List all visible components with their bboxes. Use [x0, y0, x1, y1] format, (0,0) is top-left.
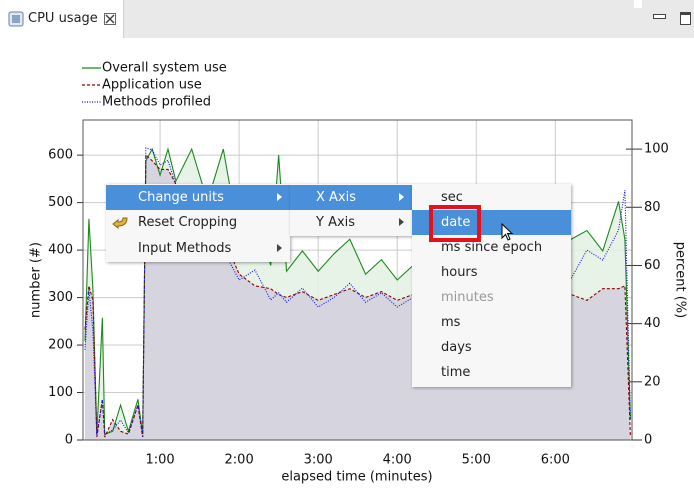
menu-label: time	[441, 365, 471, 380]
tab-title: CPU usage	[28, 11, 98, 26]
tab[interactable]: CPU usage	[0, 0, 124, 38]
menu-label: X Axis	[316, 190, 357, 205]
menu-item[interactable]: X Axis	[290, 185, 412, 210]
menu-item[interactable]: Reset Cropping	[106, 210, 290, 235]
legend-label: Overall system use	[102, 61, 227, 76]
x-tick-label: 2:00	[225, 453, 254, 468]
plot-area	[82, 119, 633, 441]
view-menu[interactable]	[634, 0, 642, 8]
menu-item[interactable]: sec	[412, 185, 571, 210]
x-units-menu: sec date ms since epoch hours minutes ms…	[412, 184, 571, 387]
y-tick-label: 500	[48, 195, 73, 210]
menu-label: Change units	[138, 190, 224, 205]
submenu-arrow	[277, 193, 282, 201]
tab-icon	[8, 11, 24, 27]
menu-item[interactable]: hours	[412, 260, 571, 285]
y-tick-label: 600	[48, 148, 73, 163]
y-tick-label: 300	[48, 290, 73, 305]
units-menu: X Axis Y Axis	[290, 184, 412, 236]
legend-label: Methods profiled	[102, 95, 211, 110]
minimize-button[interactable]	[653, 14, 666, 19]
tab-close[interactable]	[104, 13, 116, 25]
y-tick-label: 200	[48, 338, 73, 353]
x-axis-title: elapsed time (minutes)	[281, 470, 432, 485]
maximize-button[interactable]	[680, 12, 691, 25]
menu-item[interactable]: time	[412, 360, 571, 385]
menu-item[interactable]: Change units	[106, 185, 290, 210]
x-tick-label: 5:00	[462, 453, 491, 468]
menu-label: date	[441, 215, 471, 230]
menu-label: Y Axis	[316, 215, 356, 230]
menu-label: days	[441, 340, 472, 355]
menu-label: ms	[441, 315, 461, 330]
highlight-box	[429, 205, 481, 242]
x-tick-label: 3:00	[304, 453, 333, 468]
menu-item[interactable]: Input Methods	[106, 236, 290, 261]
menu-label: sec	[441, 190, 463, 205]
context-menu: Change units Reset Cropping Input Method…	[106, 184, 290, 262]
y2-tick-label: 20	[644, 374, 661, 389]
submenu-arrow	[399, 218, 404, 226]
menu-item[interactable]: ms since epoch	[412, 235, 571, 260]
menu-item[interactable]: ms	[412, 310, 571, 335]
mouse-cursor	[501, 223, 514, 241]
legend-label: Application use	[102, 78, 202, 93]
submenu-arrow	[277, 244, 282, 252]
series-line	[84, 147, 631, 438]
menu-label: hours	[441, 265, 478, 280]
menu-label: Reset Cropping	[138, 215, 238, 230]
menu-label: minutes	[441, 290, 494, 305]
y2-tick-label: 100	[644, 142, 669, 157]
y-tick-label: 0	[65, 433, 73, 448]
menu-item: minutes	[412, 285, 571, 310]
menu-label: Input Methods	[138, 241, 232, 256]
y2-tick-label: 0	[644, 433, 652, 448]
submenu-arrow	[399, 193, 404, 201]
menu-item[interactable]: date	[412, 210, 571, 235]
reset-icon	[112, 217, 128, 229]
tab-bar: CPU usage	[0, 0, 694, 38]
x-tick-label: 1:00	[145, 453, 174, 468]
y2-tick-label: 80	[644, 200, 661, 215]
menu-item[interactable]: Y Axis	[290, 210, 412, 235]
menu-item[interactable]: days	[412, 335, 571, 360]
y-tick-label: 400	[48, 243, 73, 258]
y-axis-title: number (#)	[29, 242, 44, 318]
menu-label: ms since epoch	[441, 240, 543, 255]
y-tick-label: 100	[48, 385, 73, 400]
y2-axis-title: percent (%)	[673, 242, 688, 318]
y2-tick-label: 60	[644, 258, 661, 273]
x-tick-label: 4:00	[383, 453, 412, 468]
y2-tick-label: 40	[644, 316, 661, 331]
x-tick-label: 6:00	[541, 453, 570, 468]
